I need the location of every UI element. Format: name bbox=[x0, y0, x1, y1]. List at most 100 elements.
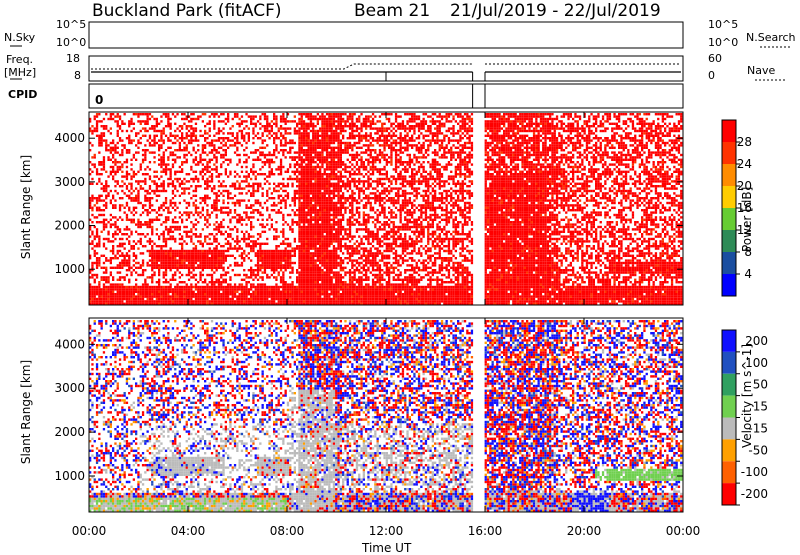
heatmap-cell bbox=[314, 139, 316, 141]
heatmap-cell bbox=[103, 135, 105, 137]
heatmap-cell bbox=[229, 221, 231, 223]
heatmap-cell bbox=[324, 240, 326, 242]
heatmap-cell bbox=[140, 288, 142, 290]
heatmap-cell bbox=[280, 149, 282, 151]
heatmap-cell bbox=[225, 293, 227, 295]
heatmap-cell bbox=[268, 264, 270, 266]
heatmap-cell bbox=[126, 159, 128, 161]
heatmap-cell bbox=[124, 295, 126, 297]
heatmap-cell bbox=[227, 235, 229, 237]
heatmap-cell bbox=[218, 228, 220, 230]
heatmap-cell bbox=[314, 199, 316, 201]
heatmap-cell bbox=[222, 156, 224, 158]
heatmap-cell bbox=[211, 255, 213, 257]
heatmap-cell bbox=[337, 276, 339, 278]
heatmap-cell bbox=[209, 243, 211, 245]
heatmap-cell bbox=[273, 173, 275, 175]
heatmap-cell bbox=[204, 139, 206, 141]
heatmap-cell bbox=[324, 243, 326, 245]
heatmap-cell bbox=[110, 132, 112, 134]
heatmap-cell bbox=[245, 293, 247, 295]
heatmap-cell bbox=[282, 144, 284, 146]
heatmap-cell bbox=[213, 295, 215, 297]
heatmap-cell bbox=[216, 216, 218, 218]
heatmap-cell bbox=[114, 300, 116, 302]
heatmap-cell bbox=[218, 300, 220, 302]
heatmap-cell bbox=[172, 288, 174, 290]
heatmap-cell bbox=[170, 250, 172, 252]
heatmap-cell bbox=[158, 281, 160, 283]
heatmap-cell bbox=[301, 271, 303, 273]
heatmap-cell bbox=[291, 120, 293, 122]
heatmap-cell bbox=[308, 252, 310, 254]
heatmap-cell bbox=[107, 300, 109, 302]
heatmap-cell bbox=[271, 286, 273, 288]
heatmap-cell bbox=[308, 295, 310, 297]
heatmap-cell bbox=[335, 130, 337, 132]
heatmap-cell bbox=[232, 298, 234, 300]
heatmap-cell bbox=[314, 137, 316, 139]
heatmap-cell bbox=[156, 190, 158, 192]
heatmap-cell bbox=[133, 240, 135, 242]
heatmap-cell bbox=[328, 168, 330, 170]
heatmap-cell bbox=[149, 142, 151, 144]
heatmap-cell bbox=[305, 226, 307, 228]
heatmap-cell bbox=[165, 149, 167, 151]
heatmap-cell bbox=[160, 214, 162, 216]
heatmap-cell bbox=[337, 137, 339, 139]
heatmap-cell bbox=[216, 238, 218, 240]
heatmap-cell bbox=[176, 207, 178, 209]
heatmap-cell bbox=[121, 123, 123, 125]
heatmap-cell bbox=[337, 195, 339, 197]
heatmap-cell bbox=[193, 276, 195, 278]
heatmap-cell bbox=[252, 142, 254, 144]
heatmap-cell bbox=[310, 274, 312, 276]
heatmap-cell bbox=[101, 183, 103, 185]
heatmap-cell bbox=[278, 202, 280, 204]
heatmap-cell bbox=[303, 199, 305, 201]
heatmap-cell bbox=[335, 154, 337, 156]
heatmap-cell bbox=[181, 168, 183, 170]
heatmap-cell bbox=[344, 183, 346, 185]
heatmap-cell bbox=[326, 283, 328, 285]
heatmap-cell bbox=[151, 295, 153, 297]
heatmap-cell bbox=[218, 231, 220, 233]
heatmap-cell bbox=[181, 298, 183, 300]
heatmap-cell bbox=[170, 151, 172, 153]
heatmap-cell bbox=[252, 240, 254, 242]
heatmap-cell bbox=[337, 178, 339, 180]
heatmap-cell bbox=[105, 288, 107, 290]
heatmap-cell bbox=[209, 130, 211, 132]
heatmap-cell bbox=[147, 293, 149, 295]
heatmap-cell bbox=[211, 291, 213, 293]
heatmap-cell bbox=[197, 293, 199, 295]
heatmap-cell bbox=[342, 130, 344, 132]
heatmap-cell bbox=[232, 288, 234, 290]
heatmap-cell bbox=[262, 231, 264, 233]
heatmap-cell bbox=[91, 214, 93, 216]
heatmap-cell bbox=[199, 173, 201, 175]
heatmap-cell bbox=[206, 291, 208, 293]
heatmap-cell bbox=[289, 298, 291, 300]
heatmap-cell bbox=[312, 274, 314, 276]
heatmap-cell bbox=[114, 226, 116, 228]
heatmap-cell bbox=[103, 159, 105, 161]
heatmap-cell bbox=[255, 274, 257, 276]
heatmap-cell bbox=[294, 156, 296, 158]
heatmap-cell bbox=[190, 154, 192, 156]
heatmap-cell bbox=[151, 219, 153, 221]
heatmap-cell bbox=[211, 288, 213, 290]
heatmap-cell bbox=[133, 175, 135, 177]
heatmap-cell bbox=[285, 144, 287, 146]
heatmap-cell bbox=[103, 139, 105, 141]
heatmap-cell bbox=[273, 132, 275, 134]
heatmap-cell bbox=[337, 226, 339, 228]
heatmap-cell bbox=[303, 130, 305, 132]
heatmap-cell bbox=[225, 286, 227, 288]
heatmap-cell bbox=[130, 178, 132, 180]
heatmap-cell bbox=[326, 211, 328, 213]
heatmap-cell bbox=[193, 252, 195, 254]
heatmap-cell bbox=[298, 214, 300, 216]
heatmap-cell bbox=[308, 202, 310, 204]
heatmap-cell bbox=[333, 214, 335, 216]
